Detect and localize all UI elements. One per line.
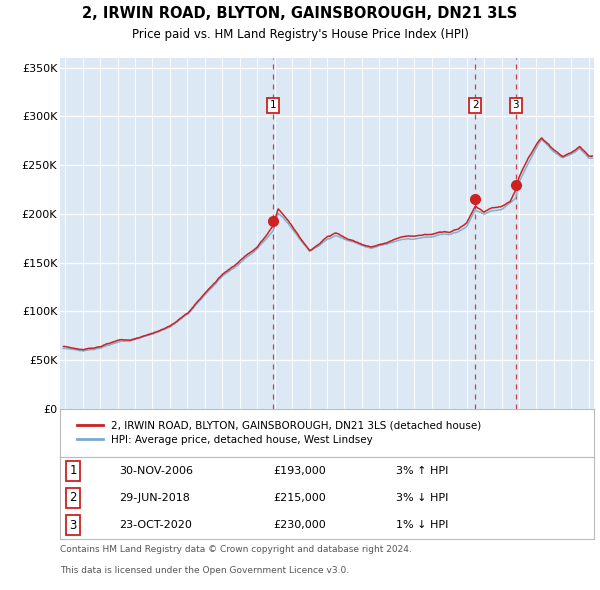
Text: 3: 3 xyxy=(512,100,519,110)
Text: 3% ↑ HPI: 3% ↑ HPI xyxy=(397,466,449,476)
Text: 23-OCT-2020: 23-OCT-2020 xyxy=(119,520,191,530)
Text: 2: 2 xyxy=(70,491,77,504)
Text: 1% ↓ HPI: 1% ↓ HPI xyxy=(397,520,449,530)
Text: 1: 1 xyxy=(70,464,77,477)
Text: £215,000: £215,000 xyxy=(274,493,326,503)
Text: 2: 2 xyxy=(472,100,479,110)
Text: This data is licensed under the Open Government Licence v3.0.: This data is licensed under the Open Gov… xyxy=(60,566,349,575)
Legend: 2, IRWIN ROAD, BLYTON, GAINSBOROUGH, DN21 3LS (detached house), HPI: Average pri: 2, IRWIN ROAD, BLYTON, GAINSBOROUGH, DN2… xyxy=(71,414,488,452)
Text: 29-JUN-2018: 29-JUN-2018 xyxy=(119,493,190,503)
Text: 3: 3 xyxy=(70,519,77,532)
Text: Contains HM Land Registry data © Crown copyright and database right 2024.: Contains HM Land Registry data © Crown c… xyxy=(60,545,412,554)
Text: £230,000: £230,000 xyxy=(274,520,326,530)
Text: 30-NOV-2006: 30-NOV-2006 xyxy=(119,466,193,476)
Text: 3% ↓ HPI: 3% ↓ HPI xyxy=(397,493,449,503)
Text: 1: 1 xyxy=(270,100,277,110)
Text: 2, IRWIN ROAD, BLYTON, GAINSBOROUGH, DN21 3LS: 2, IRWIN ROAD, BLYTON, GAINSBOROUGH, DN2… xyxy=(82,6,518,21)
Text: Price paid vs. HM Land Registry's House Price Index (HPI): Price paid vs. HM Land Registry's House … xyxy=(131,28,469,41)
Text: £193,000: £193,000 xyxy=(274,466,326,476)
